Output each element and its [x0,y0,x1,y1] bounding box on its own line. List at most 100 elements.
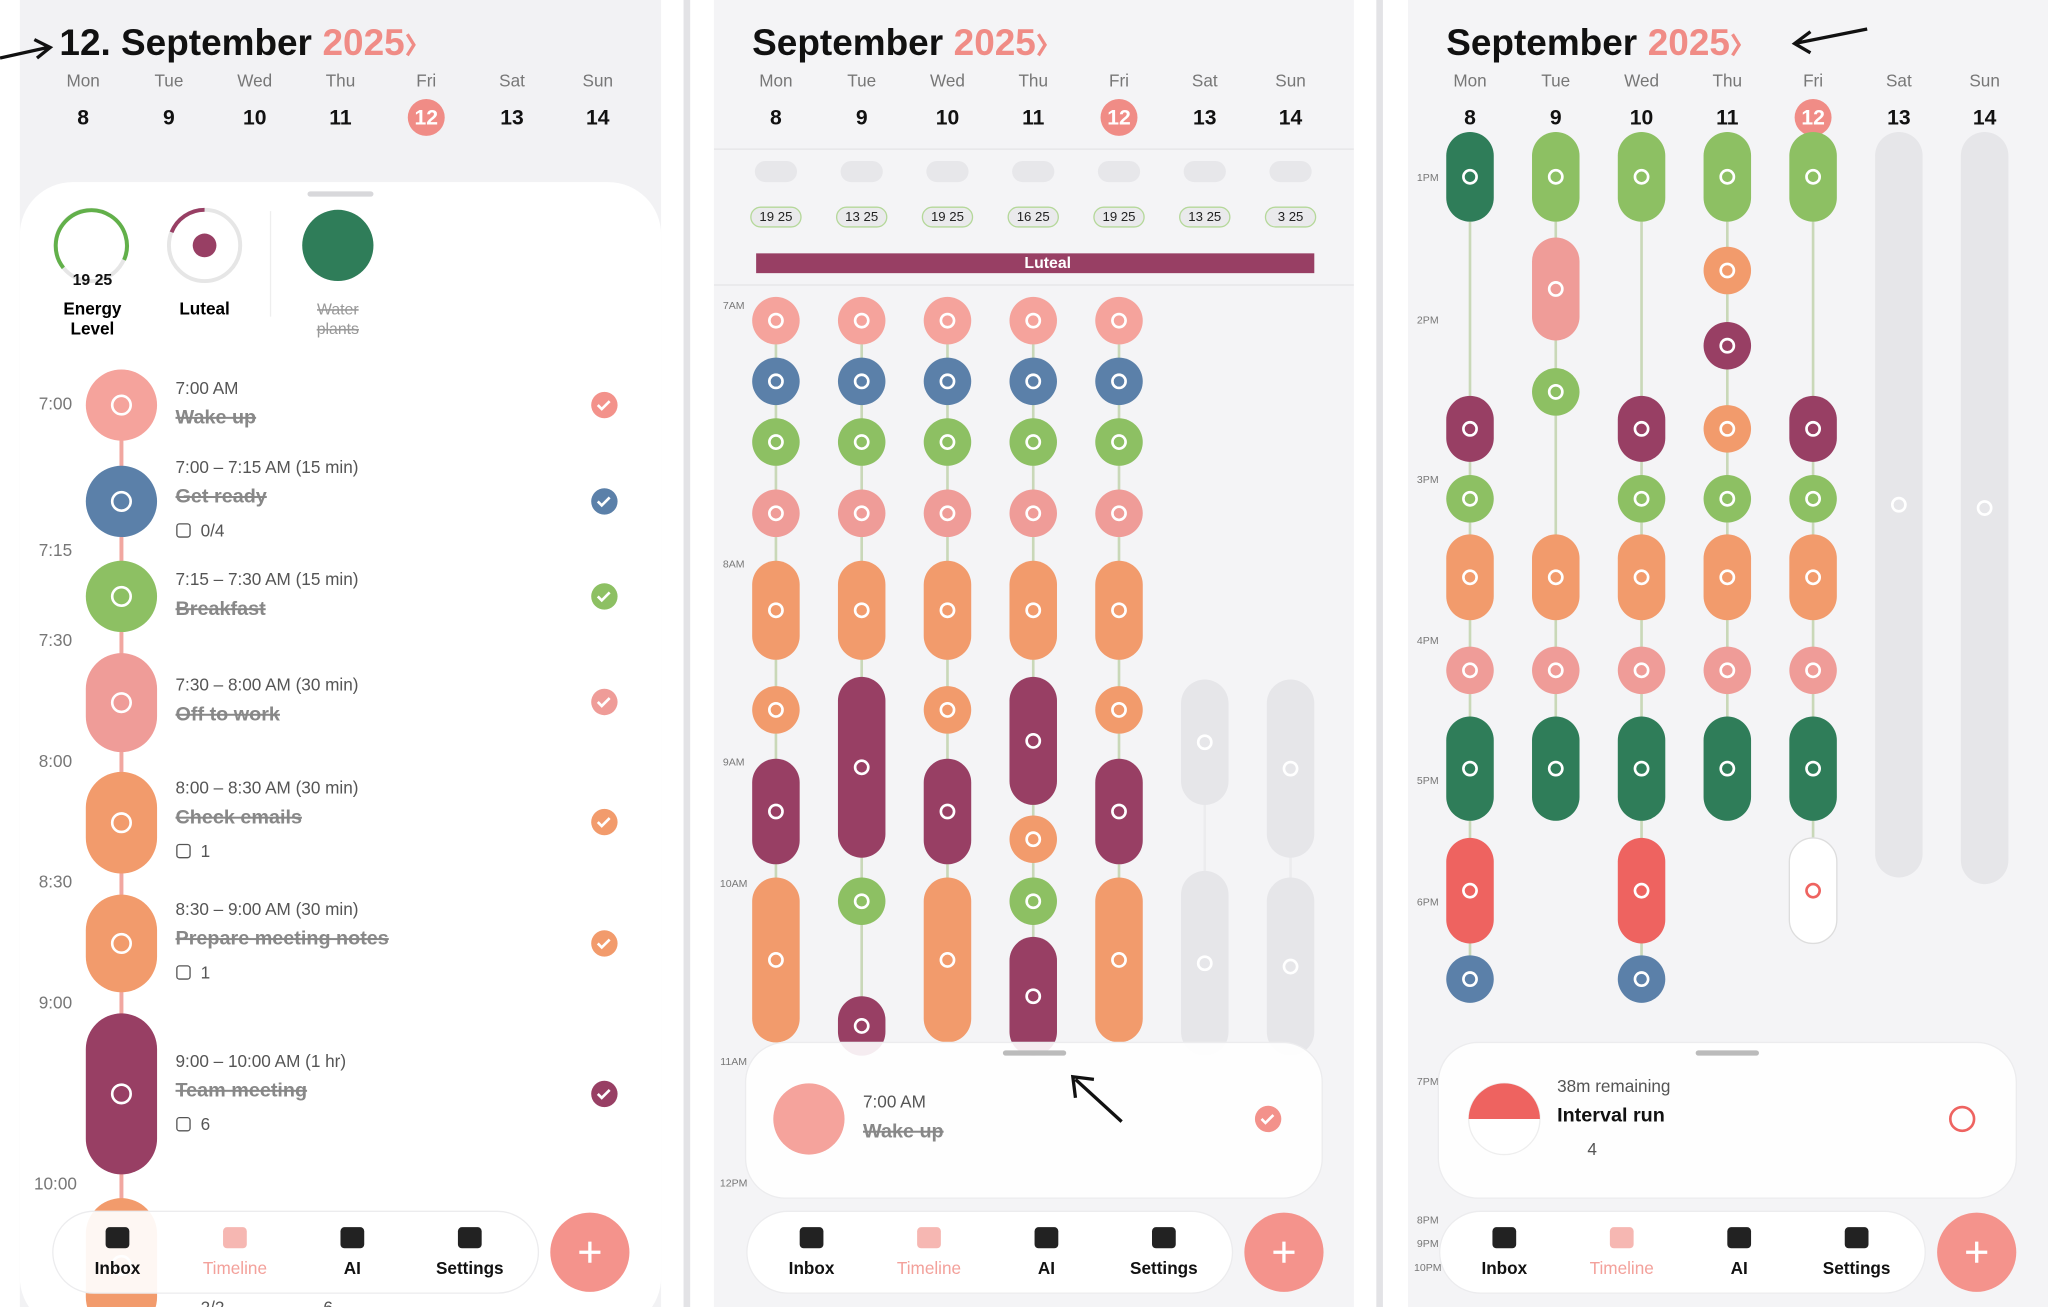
event-pill[interactable] [923,877,972,1043]
nav-icon[interactable] [1609,1227,1634,1249]
event-pill[interactable] [1617,716,1666,821]
event-pill[interactable] [1009,676,1057,805]
event-pill[interactable] [1703,534,1752,621]
date[interactable]: 11 [1022,106,1045,129]
event-icon[interactable] [1446,646,1494,695]
routine-chip[interactable] [1097,160,1141,183]
event-icon[interactable] [1009,357,1057,406]
event-pill[interactable] [1532,237,1580,341]
event-icon[interactable] [1009,877,1057,925]
event-pill[interactable] [1446,395,1494,462]
event-icon[interactable] [1009,418,1057,466]
event-pill[interactable] [1095,560,1143,660]
date[interactable]: 11 [1716,106,1739,129]
nav-label[interactable]: AI [344,1258,361,1278]
nav-label[interactable]: Settings [436,1258,504,1278]
event-icon[interactable] [1446,955,1494,1003]
event-pill[interactable] [1009,936,1057,1056]
date[interactable]: 9 [163,106,175,129]
nav-label[interactable]: Settings [1823,1258,1891,1278]
date[interactable]: 10 [936,106,959,129]
nav-icon[interactable] [105,1227,130,1249]
event-pill[interactable] [1617,395,1666,462]
event-icon[interactable] [1446,475,1494,523]
date[interactable]: 9 [1550,106,1562,129]
event-pill[interactable] [1446,131,1494,222]
event-icon[interactable] [1703,321,1752,370]
task-title[interactable]: Get ready [176,486,267,508]
event-pill[interactable] [1789,395,1837,462]
nav-icon[interactable] [799,1227,824,1249]
event-icon[interactable] [1617,475,1666,523]
event-icon[interactable] [1095,686,1143,734]
nav-label[interactable]: AI [1038,1258,1055,1278]
nav-label[interactable]: Inbox [1481,1258,1527,1278]
event-pill[interactable] [1532,534,1580,621]
event-pill[interactable] [1532,131,1580,222]
chevron[interactable] [1037,33,1048,57]
nav-icon[interactable] [917,1227,941,1249]
event-pill[interactable] [1617,534,1666,621]
event-pill[interactable] [1266,877,1315,1056]
date[interactable]: 12 [1107,106,1130,129]
event-pill[interactable] [1789,716,1837,821]
event-icon[interactable] [837,418,886,466]
event-pill[interactable] [1181,870,1229,1056]
nav-label[interactable]: Timeline [897,1258,961,1278]
nav-icon[interactable] [340,1227,365,1249]
event-pill[interactable] [1703,131,1752,222]
event-pill[interactable] [837,560,886,660]
event-icon[interactable] [837,296,886,345]
event-icon[interactable] [1703,646,1752,695]
event-icon[interactable] [1789,475,1837,523]
task-title[interactable]: Off to work [176,703,281,725]
now-card[interactable] [744,1041,1323,1199]
event-pill[interactable] [85,894,158,993]
routine-chip[interactable] [926,160,969,183]
nav-icon[interactable] [1844,1227,1869,1249]
event-icon[interactable] [1009,815,1057,863]
nav-label[interactable]: Inbox [95,1258,141,1278]
nav-icon[interactable] [1492,1227,1517,1249]
event-pill[interactable] [1181,679,1229,805]
routine-chip[interactable] [840,160,883,183]
date[interactable]: 11 [329,106,352,129]
event-icon[interactable] [837,357,886,406]
event-icon[interactable] [1009,296,1057,345]
chevron[interactable] [1731,33,1742,57]
routine-chip[interactable] [1269,160,1312,183]
event-pill[interactable] [85,771,158,874]
event-pill[interactable] [1446,837,1494,944]
event-pill[interactable] [1009,560,1057,660]
event-pill[interactable] [1788,837,1838,945]
date[interactable]: 8 [1464,106,1476,129]
task-title[interactable]: Prepare meeting notes [176,928,389,950]
event-icon[interactable] [1703,405,1752,453]
task-title[interactable]: Wake up [176,407,257,429]
event-pill[interactable] [1617,131,1666,222]
event-pill[interactable] [752,877,800,1043]
date[interactable]: 12 [415,106,438,129]
date[interactable]: 14 [1973,106,1997,129]
event-icon[interactable] [752,686,800,734]
event-icon[interactable] [85,369,158,441]
nav-icon[interactable] [1151,1227,1176,1249]
event-icon[interactable] [1532,646,1580,695]
now-card[interactable] [1437,1041,2017,1199]
event-pill[interactable] [837,676,886,858]
nav-label[interactable]: Timeline [1590,1258,1654,1278]
nav-label[interactable]: AI [1731,1258,1748,1278]
date[interactable]: 13 [500,106,523,129]
event-icon[interactable] [1703,246,1752,295]
plant-icon[interactable] [302,209,374,282]
event-pill[interactable] [923,758,972,865]
date[interactable]: 8 [77,106,89,129]
event-pill[interactable] [1789,131,1837,222]
event-icon[interactable] [85,465,158,538]
event-icon[interactable] [923,418,972,466]
nav-icon[interactable] [1727,1227,1752,1249]
event-pill[interactable] [1095,758,1143,865]
date[interactable]: 14 [1279,106,1303,129]
task-check[interactable] [1948,1105,1976,1133]
event-pill[interactable] [1789,534,1837,621]
